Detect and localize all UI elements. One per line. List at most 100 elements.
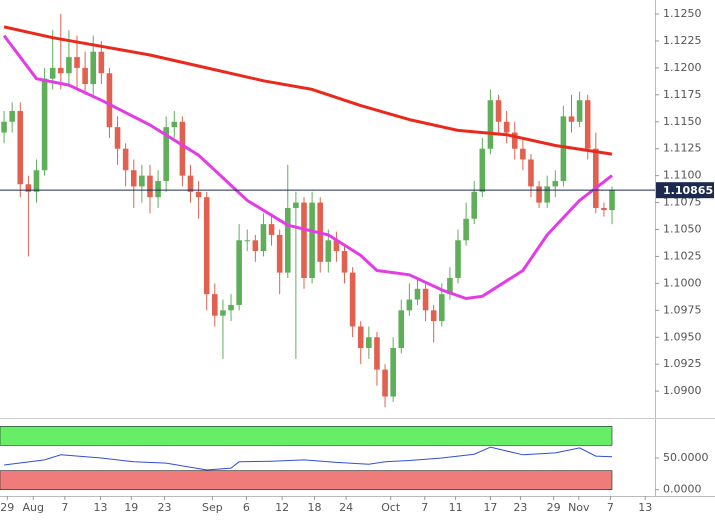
last-price-box [656,182,714,199]
oversold-zone [0,470,613,490]
candle-body [398,310,405,349]
candle-body [195,191,202,198]
candle-body [487,100,494,149]
y-tick-label: 1.1125 [663,142,702,155]
x-tick-label: 7 [607,501,614,514]
candle-body [309,202,315,278]
candle-body [520,148,526,160]
rsi-tick-label: 50.0000 [663,451,709,464]
y-tick-label: 1.1200 [663,61,702,74]
candle-body [203,197,210,295]
candle-body [455,240,461,278]
candle-body [9,110,15,122]
y-tick-label: 1.1075 [663,196,702,209]
candle-body [463,218,469,241]
x-tick-label: 24 [339,501,353,514]
y-tick-label: 1.1100 [663,169,702,182]
candle-body [439,294,445,322]
candle-body [66,57,72,74]
candle-body [560,116,567,182]
candle-body [236,240,242,305]
candle-body [601,207,607,211]
candle-body [41,78,48,171]
candle-body [293,202,299,208]
candle-body [220,310,226,316]
rsi-tick-label: 0.0000 [663,483,702,496]
y-tick-label: 1.0925 [663,357,702,370]
y-tick-label: 1.1150 [663,115,702,128]
candle-body [503,121,510,133]
candle-body [406,299,413,311]
x-tick-label: 12 [275,501,289,514]
last-price-label: 1.10865 [663,184,713,197]
candle-body [593,148,599,208]
candle-body [333,240,340,252]
candle-body [130,170,137,187]
candle-body [212,294,218,316]
candle-body [155,181,161,198]
candle-body [341,251,348,273]
candle-body [252,240,259,252]
candle-body [479,148,486,192]
candle-body [447,278,453,295]
candle-body [163,127,169,182]
y-tick-label: 1.1250 [663,7,702,20]
candle-body [552,181,559,187]
candle-body [268,224,275,235]
candle-body [390,348,396,397]
x-tick-label: 13 [94,501,108,514]
candle-body [1,121,7,133]
candle-body [74,57,80,68]
candle-body [301,202,307,278]
candle-body [244,240,251,242]
candle-body [568,116,575,122]
candle-body [98,51,105,74]
candle-body [528,159,534,187]
candle-body [122,148,129,171]
x-tick-label: 23 [158,501,172,514]
candle-body [106,73,113,128]
x-tick-label: 7 [421,501,428,514]
x-tick-label: Nov [568,501,590,514]
candle-body [82,67,88,85]
candle-body [430,310,437,322]
candle-body [147,175,153,198]
candle-body [171,121,178,128]
candle-body [187,175,194,192]
x-tick-label: 11 [449,501,463,514]
x-tick-label: Oct [381,501,401,514]
candle-body [357,326,364,349]
moving-average [3,25,613,156]
y-tick-label: 1.0900 [663,384,702,397]
candle-body [114,127,121,149]
x-tick-label: 29 [0,501,14,514]
x-tick-label: 29 [547,501,561,514]
candle-body [284,207,291,273]
x-tick-label: Aug [22,501,43,514]
candle-body [536,186,542,203]
y-tick-label: 1.1050 [663,223,702,236]
candle-body [382,369,388,397]
candle-body [471,191,478,219]
candle-body [17,110,24,185]
candle-body [57,67,64,74]
candle-body [349,272,356,327]
x-tick-label: 19 [124,501,138,514]
y-tick-label: 1.0975 [663,303,702,316]
candle-body [374,337,380,370]
x-tick-label: 6 [243,501,250,514]
candle-body [276,234,283,273]
candle-body [366,337,372,349]
x-tick-label: 13 [638,501,652,514]
y-tick-label: 1.0950 [663,330,702,343]
candle-body [49,67,56,79]
y-tick-label: 1.1025 [663,249,702,262]
candle-body [495,100,502,122]
candle-body [544,186,550,203]
y-tick-label: 1.1225 [663,34,702,47]
rsi-line [4,446,613,471]
candle-body [609,190,615,211]
candle-body [576,100,583,122]
overbought-zone [0,426,613,446]
